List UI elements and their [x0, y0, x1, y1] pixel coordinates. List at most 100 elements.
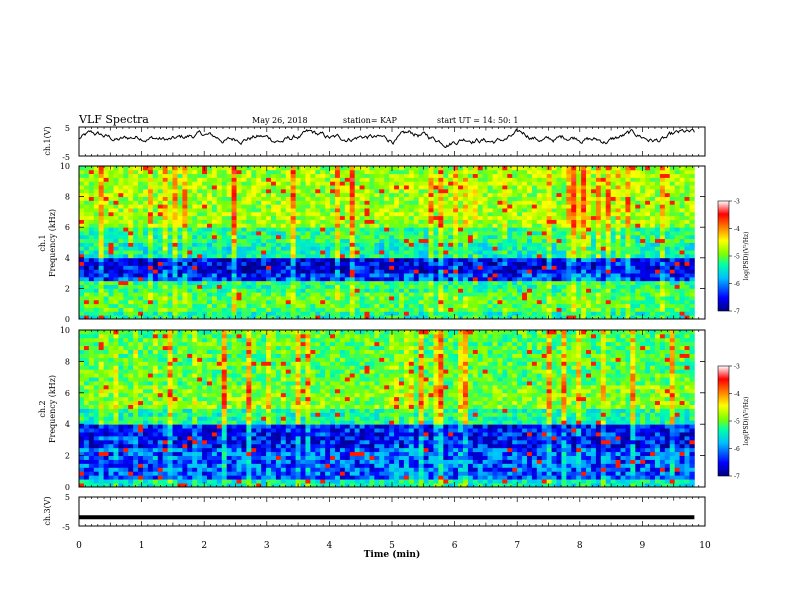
spectrogram-cell [477, 261, 484, 266]
spectrogram-cell [103, 188, 109, 194]
spectrogram-cell [320, 307, 326, 312]
spectrogram-cell [566, 299, 572, 305]
spectrogram-cell [615, 257, 621, 263]
spectrogram-cell [482, 242, 488, 247]
spectrogram-cell [640, 231, 646, 236]
spectrogram-cell [650, 200, 656, 205]
spectrogram-cell [270, 211, 277, 217]
spectrogram-cell [216, 296, 223, 301]
spectrogram-cell [152, 311, 159, 316]
spectrogram-cell [595, 307, 602, 312]
spectrogram-cell [482, 246, 488, 251]
spectrogram-cell [389, 276, 395, 282]
spectrogram-cell [635, 227, 641, 232]
spectrogram-cell [251, 311, 257, 316]
spectrogram-cell [389, 253, 395, 259]
spectrogram-cell [187, 192, 193, 198]
spectrogram-cell [98, 280, 105, 285]
spectrogram-cell [231, 296, 237, 301]
spectrogram-cell [556, 276, 562, 282]
spectrogram-cell [147, 188, 154, 194]
spectrogram-cell [413, 173, 420, 178]
spectrogram-cell [256, 219, 262, 224]
spectrogram-cell [359, 185, 365, 190]
spectrogram-cell [605, 257, 612, 263]
spectrogram-cell [669, 261, 676, 266]
spectrogram-cell [182, 231, 188, 236]
spectrogram-cell [103, 200, 109, 205]
spectrogram-cell [438, 196, 444, 201]
spectrogram-cell [211, 269, 218, 274]
spectrogram-cell [522, 276, 528, 282]
spectrogram-cell [221, 185, 228, 190]
spectrogram-cell [211, 238, 218, 243]
spectrogram-cell [143, 196, 149, 201]
spectrogram-cell [349, 276, 356, 282]
spectrogram-cell [615, 211, 621, 217]
spectrogram-cell [443, 250, 449, 255]
spectrogram-cell [428, 211, 434, 217]
spectrogram-cell [206, 173, 213, 178]
spectrogram-cell [369, 185, 375, 190]
spectrogram-cell [275, 246, 282, 251]
spectrogram-cell [261, 315, 267, 320]
spectrogram-cell [231, 246, 237, 251]
spectrogram-cell [458, 234, 464, 240]
spectrogram-cell [512, 169, 518, 175]
spectrogram-cell [197, 284, 203, 289]
spectrogram-cell [93, 303, 100, 308]
spectrogram-cell [369, 265, 375, 270]
spectrogram-cell [635, 276, 641, 282]
spectrogram-cell [531, 219, 538, 224]
spectrogram-cell [270, 208, 277, 213]
spectrogram-cell [615, 311, 621, 316]
spectrogram-cell [605, 288, 612, 293]
spectrogram-cell [88, 231, 95, 236]
spectrogram-cell [379, 173, 385, 178]
spectrogram-cell [152, 188, 159, 194]
spectrogram-cell [325, 196, 331, 201]
spectrogram-cell [522, 231, 528, 236]
spectrogram-cell [216, 257, 223, 263]
spectrogram-cell [384, 273, 390, 278]
spectrogram-cell [202, 303, 208, 308]
spectrogram-cell [172, 261, 178, 266]
spectrogram-cell [645, 315, 651, 320]
spectrogram-cell [359, 234, 365, 240]
spectrogram-cell [88, 234, 95, 240]
spectrogram-cell [300, 219, 306, 224]
spectrogram-cell [394, 223, 400, 228]
spectrogram-cell [650, 219, 656, 224]
spectrogram-cell [423, 242, 429, 247]
spectrogram-cell [408, 231, 415, 236]
spectrogram-cell [546, 231, 552, 236]
spectrogram-cell [295, 242, 301, 247]
spectrogram-cell [246, 192, 252, 198]
spectrogram-cell [408, 265, 415, 270]
spectrogram-cell [182, 276, 188, 282]
spectrogram-cell [600, 250, 607, 255]
spectrogram-cell [536, 169, 543, 175]
spectrogram-cell [398, 265, 405, 270]
spectrogram-cell [408, 208, 415, 213]
spectrogram-cell [645, 223, 651, 228]
spectrogram-cell [231, 169, 237, 175]
spectrogram-cell [330, 257, 336, 263]
spectrogram-cell [443, 303, 449, 308]
spectrogram-cell [310, 219, 316, 224]
spectrogram-cell [83, 253, 90, 259]
spectrogram-cell [546, 169, 552, 175]
spectrogram-cell [305, 196, 311, 201]
spectrogram-cell [497, 296, 503, 301]
spectrogram-cell [123, 315, 129, 320]
spectrogram-cell [325, 315, 331, 320]
spectrogram-cell [428, 253, 434, 259]
spectrogram-cell [394, 311, 400, 316]
spectrogram-cell [231, 242, 237, 247]
spectrogram-cell [162, 215, 169, 220]
spectrogram-cell [246, 253, 252, 259]
spectrogram-cell [472, 299, 479, 305]
spectrogram-cell [502, 211, 508, 217]
spectrogram-cell [654, 296, 661, 301]
spectrogram-cell [310, 200, 316, 205]
